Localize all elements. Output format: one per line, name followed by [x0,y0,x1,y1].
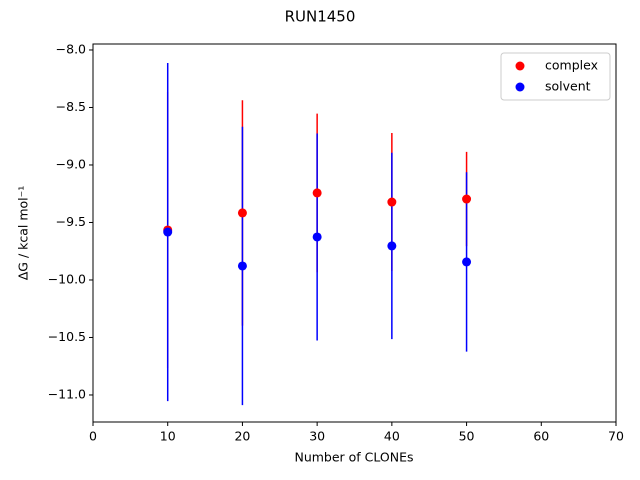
plot-area [92,43,617,423]
y-tick-label: −8.0 [56,41,86,56]
x-tick-label: 30 [309,429,325,444]
y-tick-label: −10.5 [48,329,86,344]
legend-label: complex [545,58,598,73]
point [163,227,173,237]
y-tick-label: −9.5 [56,214,86,229]
x-tick-label: 40 [384,429,400,444]
x-tick-label: 50 [459,429,475,444]
chart-title: RUN1450 [285,8,356,26]
point [312,188,322,198]
x-tick-label: 60 [533,429,549,444]
point [237,261,247,271]
point [387,241,397,251]
legend-box [500,52,611,101]
x-axis-label: Number of CLONEs [294,450,413,465]
y-tick-label: −10.0 [48,271,86,286]
legend-marker [515,82,525,92]
x-tick-label: 70 [608,429,624,444]
y-tick-label: −8.5 [56,99,86,114]
y-tick-label: −11.0 [48,386,86,401]
legend-label: solvent [545,79,591,94]
x-tick-label: 10 [160,429,176,444]
y-axis-label: ΔG / kcal mol⁻¹ [16,186,31,281]
x-tick-label: 0 [89,429,97,444]
point [387,197,397,207]
x-tick-label: 20 [234,429,250,444]
point [462,257,472,267]
point [237,208,247,218]
legend-marker [515,61,525,71]
point [462,194,472,204]
point [312,232,322,242]
y-tick-label: −9.0 [56,156,86,171]
